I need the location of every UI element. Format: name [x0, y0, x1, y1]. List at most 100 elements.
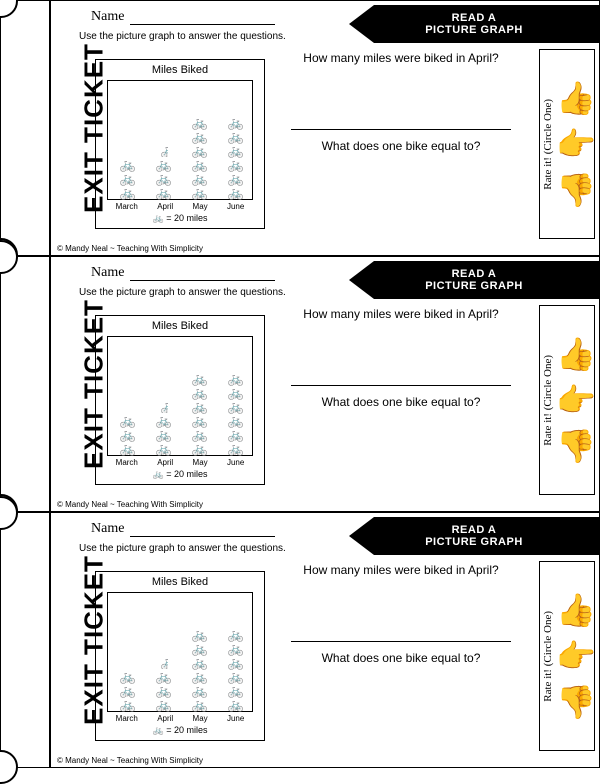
bike-icon: 🚲 [192, 428, 208, 441]
graph-plot-area: 🚲🚲🚲🚲🚲🚲🚲🚲🚲🚲🚲🚲🚲🚲🚲🚲🚲🚲🚲 [107, 592, 253, 712]
bike-icon: 🚲 [228, 400, 244, 413]
graph-x-labels: MarchAprilMayJune [96, 202, 264, 211]
graph-x-label: May [193, 202, 208, 211]
thumb-up-icon[interactable]: 👍 [556, 591, 596, 629]
bike-icon: 🚲 [156, 684, 172, 697]
bike-icon: 🚲 [192, 172, 208, 185]
graph-column: 🚲🚲🚲🚲 [146, 144, 182, 199]
answer-line-1[interactable] [291, 129, 511, 130]
credit-text: © Mandy Neal ~ Teaching With Simplicity [57, 244, 203, 253]
rate-it-label: Rate it! (Circle One) [542, 355, 554, 446]
thumbs-group: 👍 👉 👎 [556, 79, 596, 209]
graph-legend: 🚲 = 20 miles [96, 725, 264, 736]
bike-icon: 🚲 [192, 698, 208, 711]
instruction-text: Use the picture graph to answer the ques… [79, 287, 286, 298]
bike-icon: 🚲 [156, 670, 172, 683]
name-row: Name [91, 521, 275, 537]
bike-icon: 🚲 [192, 400, 208, 413]
bike-icon: 🚲 [192, 116, 208, 129]
graph-plot-area: 🚲🚲🚲🚲🚲🚲🚲🚲🚲🚲🚲🚲🚲🚲🚲🚲🚲🚲🚲 [107, 80, 253, 200]
bike-icon: 🚲 [228, 414, 244, 427]
rate-it-box: Rate it! (Circle One)👍👉👎 [539, 49, 595, 239]
thumb-side-icon[interactable]: 👉 [556, 381, 596, 419]
bike-icon: 🚲 [192, 130, 208, 143]
thumb-side-icon[interactable]: 👉 [556, 125, 596, 163]
bike-icon: 🚲 [120, 172, 136, 185]
bike-icon: 🚲 [192, 670, 208, 683]
bike-icon: 🚲 [192, 628, 208, 641]
bike-icon: 🚲 [120, 414, 136, 427]
bike-icon: 🚲 [156, 428, 172, 441]
credit-text: © Mandy Neal ~ Teaching With Simplicity [57, 756, 203, 765]
bike-icon: 🚲 [156, 442, 172, 455]
rate-it-box: Rate it! (Circle One)👍 👉 👎 [539, 305, 595, 495]
graph-x-label: March [116, 458, 138, 467]
exit-ticket: EXIT TICKET Name Use the picture graph to … [0, 512, 600, 768]
graph-x-label: May [193, 458, 208, 467]
graph-title: Miles Biked [96, 576, 264, 588]
bike-icon: 🚲 [192, 386, 208, 399]
thumb-down-icon[interactable]: 👎 [556, 171, 596, 209]
bike-icon: 🚲 [228, 372, 244, 385]
bike-icon: 🚲 [228, 116, 244, 129]
banner-line1: READ A [452, 524, 497, 536]
credit-text: © Mandy Neal ~ Teaching With Simplicity [57, 500, 203, 509]
bike-icon: 🚲 [228, 442, 244, 455]
name-input-line[interactable] [130, 280, 275, 281]
graph-column: 🚲🚲🚲🚲🚲🚲 [182, 372, 218, 455]
thumb-up-icon[interactable]: 👍 [556, 79, 596, 117]
graph-column: 🚲🚲🚲🚲🚲🚲 [218, 628, 254, 711]
bike-icon: 🚲 [192, 158, 208, 171]
bike-icon: 🚲 [120, 428, 136, 441]
graph-column: 🚲🚲🚲🚲 [146, 400, 182, 455]
half-bike-icon: 🚲 [161, 400, 168, 413]
bike-icon: 🚲 [120, 684, 136, 697]
name-label: Name [91, 265, 124, 281]
graph-title: Miles Biked [96, 320, 264, 332]
bike-icon: 🚲 [228, 158, 244, 171]
graph-column: 🚲🚲🚲🚲 [146, 656, 182, 711]
answer-line-1[interactable] [291, 385, 511, 386]
bike-icon: 🚲 [228, 386, 244, 399]
graph-title: Miles Biked [96, 64, 264, 76]
exit-ticket: EXIT TICKET Name Use the picture graph to … [0, 256, 600, 512]
thumb-up-icon[interactable]: 👍 [556, 335, 596, 373]
bike-icon: 🚲 [192, 642, 208, 655]
rate-it-box: Rate it! (Circle One)👍 👉 👎 [539, 561, 595, 751]
thumb-down-icon[interactable]: 👎 [556, 683, 596, 721]
graph-x-label: March [116, 714, 138, 723]
thumb-side-icon[interactable]: 👉 [556, 637, 596, 675]
name-input-line[interactable] [130, 24, 275, 25]
bike-icon: 🚲 [228, 186, 244, 199]
ticket-edge: EXIT TICKET [1, 513, 51, 767]
graph-x-label: April [157, 458, 173, 467]
bike-icon: 🚲 [120, 158, 136, 171]
graph-x-labels: MarchAprilMayJune [96, 714, 264, 723]
bike-icon: 🚲 [192, 414, 208, 427]
question-2: What does one bike equal to? [291, 651, 511, 665]
answer-line-1[interactable] [291, 641, 511, 642]
bike-icon: 🚲 [228, 428, 244, 441]
picture-graph: Miles Biked🚲🚲🚲🚲🚲🚲🚲🚲🚲🚲🚲🚲🚲🚲🚲🚲🚲🚲🚲MarchApril… [95, 571, 265, 741]
half-bike-icon: 🚲 [161, 656, 168, 669]
name-row: Name [91, 9, 275, 25]
graph-x-label: April [157, 202, 173, 211]
bike-icon: 🚲 [228, 172, 244, 185]
thumb-down-icon[interactable]: 👎 [556, 427, 596, 465]
ticket-edge: EXIT TICKET [1, 257, 51, 511]
instruction-text: Use the picture graph to answer the ques… [79, 543, 286, 554]
picture-graph: Miles Biked🚲🚲🚲🚲🚲🚲🚲🚲🚲🚲🚲🚲🚲🚲🚲🚲🚲🚲🚲MarchApril… [95, 315, 265, 485]
graph-column: 🚲🚲🚲🚲🚲🚲 [218, 116, 254, 199]
graph-legend: 🚲 = 20 miles [96, 469, 264, 480]
rate-it-label: Rate it! (Circle One) [542, 611, 554, 702]
graph-x-label: May [193, 714, 208, 723]
bike-icon: 🚲 [156, 158, 172, 171]
thumbs-group: 👍 👉 👎 [556, 335, 596, 465]
banner-line1: READ A [452, 12, 497, 24]
bike-icon: 🚲 [228, 656, 244, 669]
title-banner: READ APICTURE GRAPH [349, 261, 599, 299]
graph-column: 🚲🚲🚲 [110, 414, 146, 455]
graph-column: 🚲🚲🚲🚲🚲🚲 [182, 628, 218, 711]
bike-icon: 🚲 [228, 670, 244, 683]
name-input-line[interactable] [130, 536, 275, 537]
